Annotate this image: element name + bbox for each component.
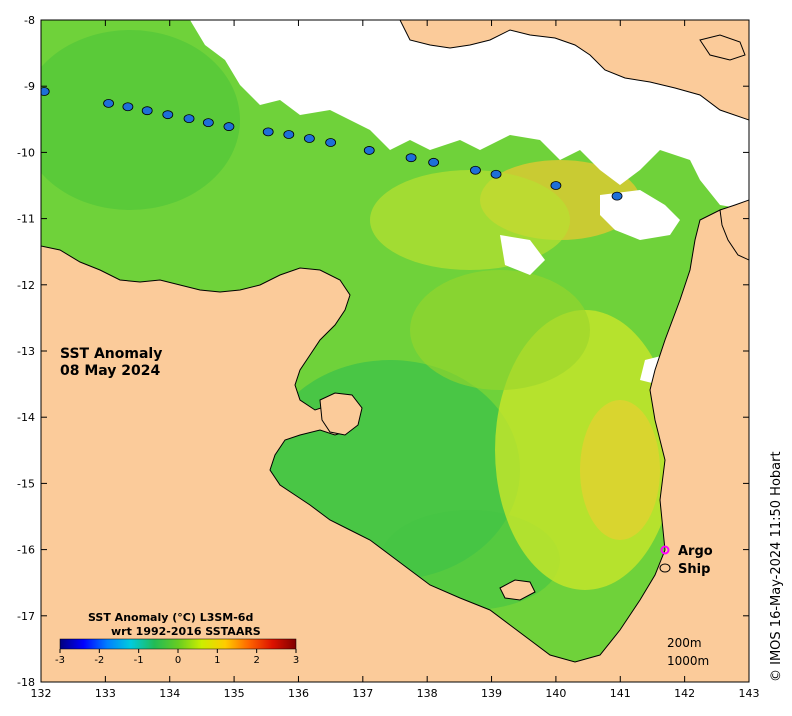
colorbar-title-line1: SST Anomaly (°C) L3SM-6d [88, 611, 253, 624]
land-islands-north [699, 34, 746, 61]
land-northern-territory [41, 204, 749, 682]
map-title-line2: 08 May 2024 [60, 363, 161, 379]
colorbar-tick-label: -1 [134, 655, 144, 666]
anomaly-patch-cool-west [41, 30, 240, 210]
ship-legend-marker [659, 563, 671, 573]
colorbar-title-line2: wrt 1992-2016 SSTAARS [111, 625, 261, 638]
lat-tick-label: -13 [17, 345, 35, 358]
depth-label-200m: 200m [667, 636, 702, 650]
ship-track-point [122, 102, 134, 112]
lon-tick-label: 136 [288, 687, 309, 700]
ship-track-point [41, 87, 50, 96]
lat-tick-label: -17 [17, 610, 35, 623]
ship-track-point [183, 114, 195, 124]
colorbar-tick-label: 2 [253, 655, 259, 666]
land-wellesley-islands [499, 579, 536, 601]
ship-track-point [141, 106, 153, 116]
lon-tick-label: 142 [674, 687, 695, 700]
ship-track [41, 87, 623, 201]
lat-tick-label: -18 [17, 676, 35, 689]
ship-track-point [428, 157, 440, 167]
ship-track-point [162, 110, 174, 120]
argo-legend-label: Argo [678, 544, 713, 559]
ship-track-point [550, 181, 562, 190]
lon-tick-label: 132 [31, 687, 52, 700]
lat-tick-label: -11 [17, 213, 35, 226]
legend: Argo Ship [659, 544, 713, 577]
anomaly-patch-warm-east-inner [580, 400, 660, 540]
colorbar-gradient [59, 638, 297, 650]
depth-label-1000m: 1000m [667, 654, 709, 668]
lon-tick-label: 141 [610, 687, 631, 700]
ship-track-point [202, 118, 214, 128]
colorbar-tick-label: 1 [214, 655, 220, 666]
land-groote-eylandt [319, 392, 363, 436]
lon-tick-label: 134 [159, 687, 180, 700]
no-data-region-central [500, 235, 545, 275]
lat-tick-label: -8 [24, 14, 35, 27]
colorbar-tick-label: 3 [293, 655, 299, 666]
colorbar-tick-label: -2 [94, 655, 104, 666]
lon-tick-label: 133 [95, 687, 116, 700]
ship-track-point [490, 169, 502, 179]
colorbar: SST Anomaly (°C) L3SM-6d wrt 1992-2016 S… [55, 611, 299, 666]
lon-tick-label: 137 [352, 687, 373, 700]
lat-tick-label: -16 [17, 544, 35, 557]
ship-track-point [363, 146, 375, 155]
ship-track-point [611, 191, 623, 201]
lon-tick-label: 138 [417, 687, 438, 700]
ship-legend-label: Ship [678, 562, 710, 577]
lat-tick-label: -12 [17, 279, 35, 292]
ship-track-point [223, 122, 235, 131]
land-new-guinea [399, 20, 749, 121]
argo-legend-marker [660, 545, 670, 555]
ship-track-point [283, 130, 295, 139]
colorbar-tick-label: 0 [175, 655, 181, 666]
colorbar-tick-label: -3 [55, 655, 65, 666]
anomaly-patch-mild-centre [410, 270, 590, 390]
ship-track-point [262, 127, 274, 137]
lat-tick-label: -15 [17, 477, 35, 490]
lon-tick-label: 135 [224, 687, 245, 700]
land-cape-york [719, 199, 749, 261]
no-data-region-northeast [600, 190, 680, 240]
lat-tick-label: -14 [17, 411, 35, 424]
map-title-line1: SST Anomaly [60, 346, 162, 362]
lon-tick-label: 139 [481, 687, 502, 700]
ship-track-point [325, 138, 337, 147]
lon-tick-label: 143 [739, 687, 760, 700]
ship-track-point [405, 153, 417, 163]
ship-track-point [303, 134, 315, 143]
ship-track-point [470, 165, 481, 175]
ship-track-point [103, 99, 114, 108]
plot-frame [40, 19, 750, 683]
lon-tick-label: 140 [545, 687, 566, 700]
credit-text: © IMOS 16-May-2024 11:50 Hobart [769, 451, 784, 682]
lat-tick-label: -9 [24, 80, 35, 93]
lat-tick-label: -10 [17, 146, 35, 159]
